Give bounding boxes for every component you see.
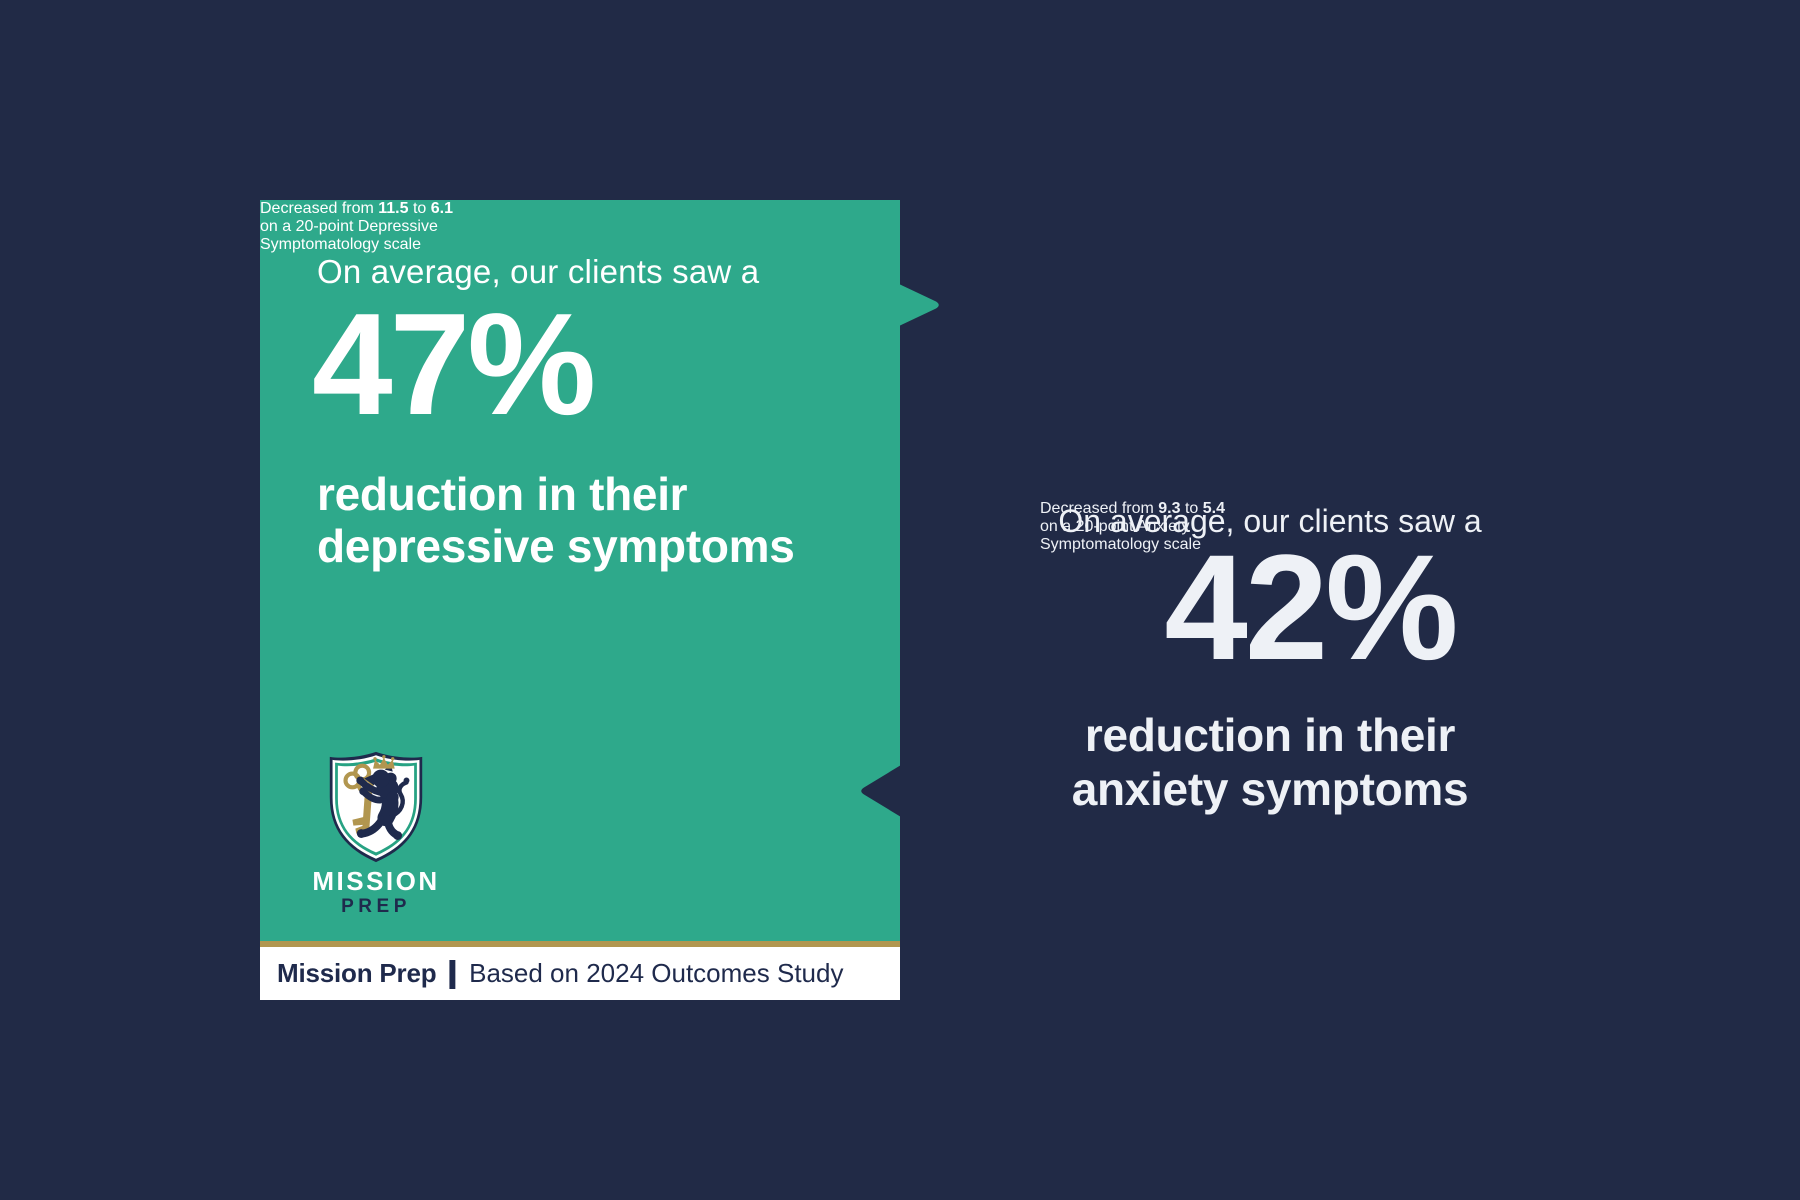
mission-prep-logo: MISSION PREP (310, 748, 442, 918)
depressive-stat-value: 47% (312, 283, 596, 445)
speech-notch-left-icon (855, 765, 901, 817)
anxiety-stat-value: 42% (1164, 523, 1458, 691)
card-headline-line2: depressive symptoms (317, 520, 795, 572)
crown-icon (373, 755, 395, 769)
attribution-note: Based on 2024 Outcomes Study (469, 958, 844, 988)
card-detail-line2: on a 20-point Depressive (260, 218, 438, 235)
card-detail-line1: Decreased from 11.5 to 6.1 (260, 200, 454, 217)
panel-detail-line3: Symptomatology scale (1040, 536, 1201, 553)
detail-to-value: 5.4 (1202, 500, 1225, 517)
anxiety-stat-panel: On average, our clients saw a 42% reduct… (1040, 500, 1500, 960)
detail-to-value: 6.1 (430, 200, 454, 217)
card-headline-line1: reduction in their (317, 468, 688, 520)
panel-detail-line1: Decreased from 9.3 to 5.4 (1040, 500, 1225, 517)
depressive-stat-card: On average, our clients saw a 47% reduct… (260, 200, 939, 1000)
logo-wordmark-prep: PREP (341, 896, 411, 917)
card-detail-line3: Symptomatology scale (260, 236, 421, 253)
panel-headline-line1: reduction in their (1084, 709, 1456, 761)
attribution-separator: | (446, 954, 460, 989)
card-intro-text: On average, our clients saw a (317, 253, 760, 290)
speech-pointer-right-icon (899, 281, 945, 329)
logo-wordmark-mission: MISSION (312, 866, 440, 896)
detail-from-value: 11.5 (378, 200, 409, 217)
attribution-bar: Mission Prep | Based on 2024 Outcomes St… (260, 941, 900, 1000)
shield-logo-icon (329, 751, 423, 863)
detail-from-value: 9.3 (1158, 500, 1181, 517)
panel-detail-line2: on a 20-point Anxiety (1040, 518, 1190, 535)
card-headline: reduction in their depressive symptoms (317, 468, 795, 572)
panel-intro-text: On average, our clients saw a (1058, 503, 1482, 539)
panel-headline-line2: anxiety symptoms (1071, 763, 1469, 815)
panel-headline: reduction in their anxiety symptoms (1040, 708, 1500, 816)
attribution-brand: Mission Prep (277, 958, 437, 988)
